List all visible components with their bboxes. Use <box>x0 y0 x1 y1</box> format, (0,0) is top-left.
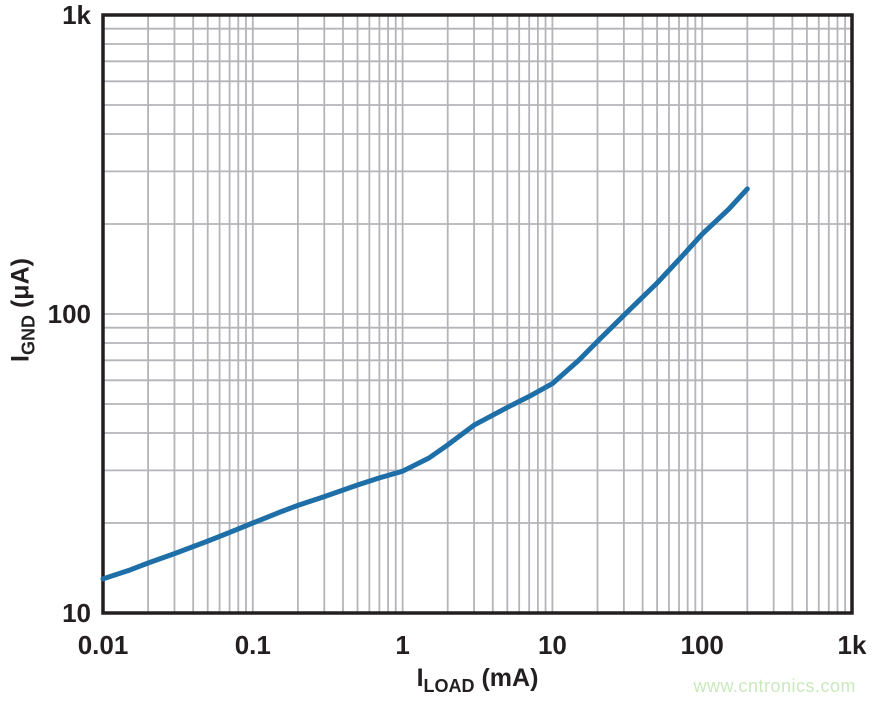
y-axis-subscript: GND <box>18 315 39 355</box>
y-tick-label: 10 <box>62 598 91 628</box>
x-axis-unit: (mA) <box>474 664 539 692</box>
x-axis-symbol: I <box>416 664 424 692</box>
x-tick-label: 1 <box>395 630 409 660</box>
x-tick-label: 1k <box>838 630 867 660</box>
y-tick-label: 1k <box>62 0 91 30</box>
y-axis-title: IGND (μA) <box>6 258 39 362</box>
x-tick-label: 10 <box>538 630 567 660</box>
y-axis-symbol: I <box>6 355 35 362</box>
watermark: www.cntronics.com <box>693 676 856 696</box>
x-tick-label: 0.1 <box>235 630 271 660</box>
y-axis-unit: (μA) <box>6 258 35 315</box>
curve-ground-current-vs-load-current <box>100 186 750 582</box>
x-tick-label: 0.01 <box>78 630 129 660</box>
x-tick-label: 100 <box>681 630 724 660</box>
x-axis-title: ILOAD (mA) <box>103 664 852 696</box>
x-axis-subscript: LOAD <box>423 676 475 696</box>
y-tick-label: 100 <box>48 299 91 329</box>
plot-frame <box>101 13 854 615</box>
